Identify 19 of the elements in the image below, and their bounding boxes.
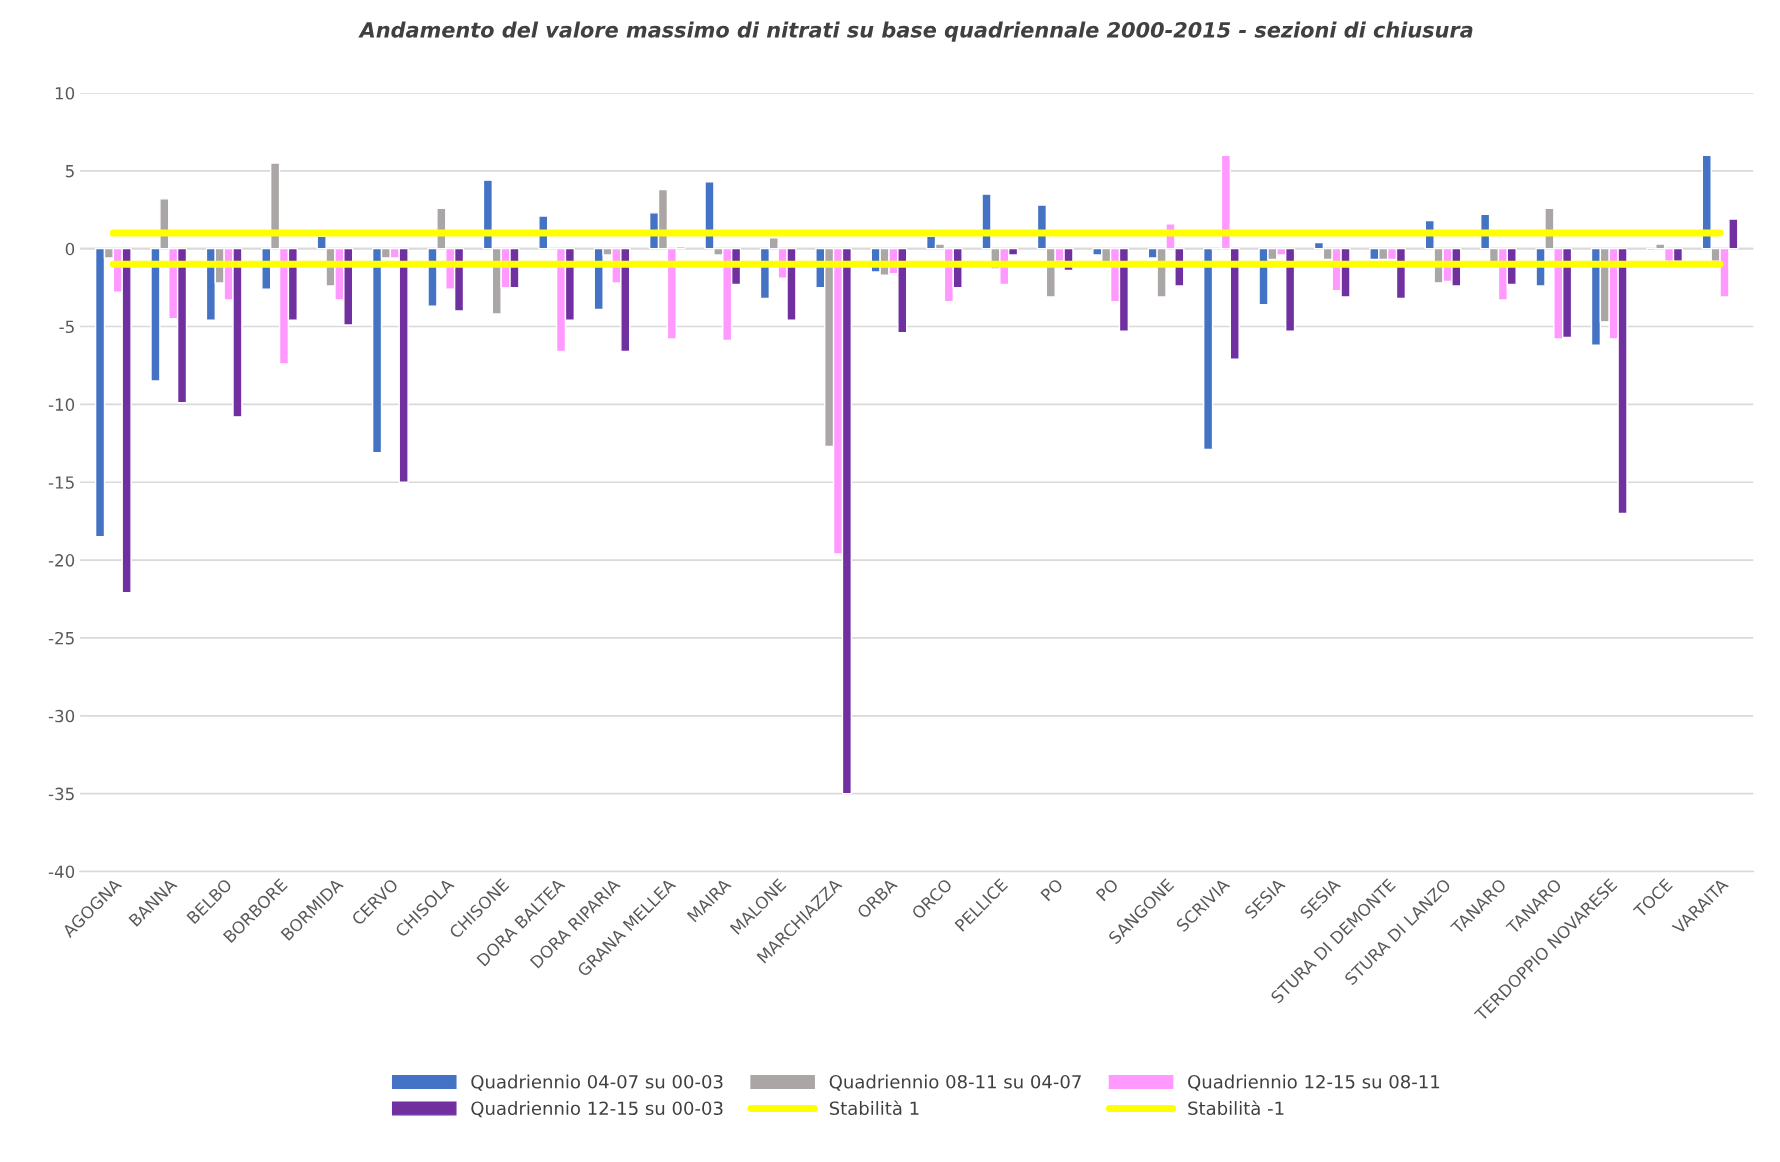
y-tick-label: -15 <box>48 476 74 489</box>
y-tick-label: -20 <box>48 554 75 567</box>
legend-label: Stabilità -1 <box>1188 1100 1284 1116</box>
y-tick-label: 5 <box>65 164 74 178</box>
chart-title: Andamento del valore massimo di nitrati su base quadriennale 2000-2015 - sezioni di chiusura <box>358 21 1473 42</box>
legend-label: Quadriennio 12-15 su 00-03 <box>471 1101 723 1118</box>
y-tick-label: 10 <box>55 86 75 100</box>
y-tick-label: -30 <box>48 709 75 723</box>
x-tick-label: PO <box>1040 877 1064 902</box>
legend-label: Quadriennio 04-07 su 00-03 <box>471 1074 723 1091</box>
y-tick-label: 0 <box>65 242 75 256</box>
y-tick-label: -10 <box>48 398 75 411</box>
legend-label: Quadriennio 08-11 su 04-07 <box>829 1074 1081 1091</box>
y-tick-label: -5 <box>59 320 74 334</box>
y-tick-label: -40 <box>48 865 75 879</box>
y-tick-label: -25 <box>48 631 74 645</box>
y-tick-label: -35 <box>48 787 74 801</box>
legend-label: Quadriennio 12-15 su 08-11 <box>1188 1074 1440 1091</box>
legend-label: Stabilità 1 <box>829 1100 919 1116</box>
